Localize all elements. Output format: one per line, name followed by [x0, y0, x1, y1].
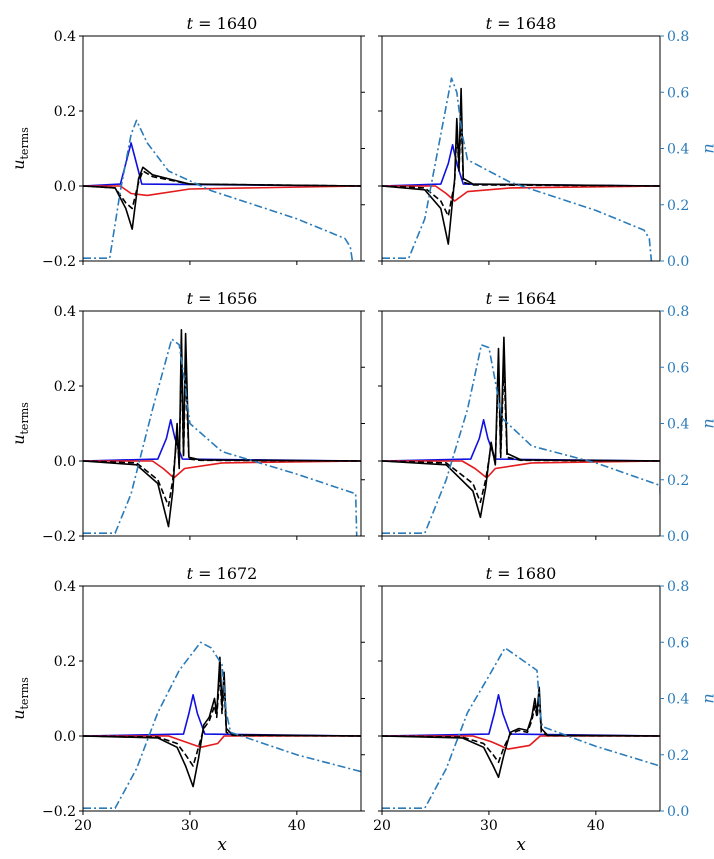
series-line-red-solid — [83, 185, 361, 197]
y-tick-label-right: 0.6 — [667, 85, 689, 101]
x-tick-label: 30 — [480, 818, 498, 834]
panel-1: −0.2 0.0 0.2 0.4 t = 1640 uterms — [9, 14, 365, 270]
axes-frame — [381, 310, 661, 537]
series-line-blue-solid — [83, 694, 361, 737]
x-tick-label: 30 — [181, 818, 199, 834]
series-line-u-dashdot — [83, 641, 361, 809]
series-group — [83, 329, 361, 536]
y-axis-label-left: uterms — [9, 402, 31, 445]
series-line-black-solid — [382, 336, 660, 519]
panel-3: −0.2 0.0 0.2 0.4 t = 1656 uterms — [9, 289, 365, 545]
x-axis-label: x — [516, 835, 526, 855]
x-tick-label: 20 — [373, 818, 391, 834]
y-axis-label-right: u — [701, 693, 714, 703]
series-line-black-solid — [83, 329, 361, 528]
y-tick-label-left: 0.4 — [54, 579, 76, 595]
series-line-blue-solid — [382, 419, 660, 462]
panel-title: t = 1680 — [486, 564, 557, 583]
y-tick-label-left: 0.0 — [54, 454, 76, 470]
panel-4: 0.0 0.2 0.4 0.6 0.8 t = 1664 u — [378, 289, 714, 545]
series-group — [382, 336, 660, 534]
series-line-black-dashed — [83, 355, 361, 507]
panel-6: 0.0 0.2 0.4 0.6 0.8 20 30 40 t = 1680 u x — [373, 564, 714, 855]
y-axis-label-left: uterms — [9, 677, 31, 720]
panel-title: t = 1656 — [187, 289, 258, 308]
y-tick-label-right: 0.4 — [667, 417, 689, 433]
y-tick-label-right: 0.0 — [667, 529, 689, 545]
y-tick-label-right: 0.2 — [667, 748, 689, 764]
y-tick-label-left: 0.2 — [54, 654, 76, 670]
y-tick-label-right: 0.4 — [667, 692, 689, 708]
axes-frame — [381, 585, 661, 812]
y-tick-label-left: −0.2 — [42, 804, 76, 820]
y-tick-label-right: 0.2 — [667, 473, 689, 489]
y-tick-label-left: 0.2 — [54, 104, 76, 120]
panel-title: t = 1648 — [486, 14, 557, 33]
y-tick-label-left: 0.4 — [54, 304, 76, 320]
y-tick-label-right: 0.6 — [667, 635, 689, 651]
x-tick-label: 20 — [74, 818, 92, 834]
series-line-black-solid — [83, 166, 361, 230]
series-line-u-dashdot — [382, 647, 660, 809]
series-group — [83, 119, 361, 261]
panel-2: 0.0 0.2 0.4 0.6 0.8 t = 1648 u — [378, 14, 714, 270]
x-axis-label: x — [217, 835, 227, 855]
series-line-black-dashed — [382, 114, 660, 217]
y-axis-label-left: uterms — [9, 127, 31, 170]
series-line-u-dashdot — [83, 119, 354, 261]
series-group — [382, 647, 660, 809]
series-line-black-solid — [382, 686, 660, 779]
panel-5: −0.2 0.0 0.2 0.4 20 30 40 t = 1672 uterms x — [9, 564, 365, 855]
panel-title: t = 1664 — [486, 289, 557, 308]
x-tick-label: 40 — [288, 818, 306, 834]
series-group — [382, 77, 660, 261]
y-tick-label-left: −0.2 — [42, 529, 76, 545]
y-tick-label-right: 0.2 — [667, 198, 689, 214]
y-tick-label-left: 0.2 — [54, 379, 76, 395]
series-line-black-dashed — [382, 697, 660, 764]
y-axis-label-right: u — [701, 143, 714, 153]
series-line-black-dashed — [83, 671, 361, 767]
series-line-u-dashdot — [382, 77, 653, 261]
y-tick-label-right: 0.8 — [667, 304, 689, 320]
y-tick-label-left: 0.4 — [54, 29, 76, 45]
y-axis-label-right: u — [701, 418, 714, 428]
y-tick-label-right: 0.6 — [667, 360, 689, 376]
panel-title: t = 1672 — [187, 564, 258, 583]
y-tick-label-right: 0.0 — [667, 254, 689, 270]
series-line-black-dashed — [83, 170, 361, 210]
panel-title: t = 1640 — [187, 14, 258, 33]
series-line-black-solid — [382, 87, 660, 245]
series-line-blue-solid — [83, 142, 361, 187]
series-group — [83, 641, 361, 809]
y-tick-label-left: 0.0 — [54, 729, 76, 745]
y-tick-label-right: 0.0 — [667, 804, 689, 820]
series-line-blue-solid — [382, 144, 660, 187]
series-line-blue-solid — [83, 419, 361, 462]
series-line-red-solid — [382, 185, 660, 202]
y-tick-label-left: −0.2 — [42, 254, 76, 270]
series-line-blue-solid — [382, 694, 660, 737]
series-line-black-solid — [83, 656, 361, 788]
axes-frame — [82, 310, 362, 537]
y-tick-label-right: 0.4 — [667, 142, 689, 158]
series-line-u-dashdot — [382, 344, 660, 534]
y-tick-label-left: 0.0 — [54, 179, 76, 195]
series-line-black-dashed — [382, 362, 660, 504]
series-line-red-solid — [382, 735, 660, 750]
x-tick-label: 40 — [587, 818, 605, 834]
y-tick-label-right: 0.8 — [667, 29, 689, 45]
series-line-u-dashdot — [83, 338, 358, 536]
axes-frame — [381, 35, 661, 262]
y-tick-label-right: 0.8 — [667, 579, 689, 595]
